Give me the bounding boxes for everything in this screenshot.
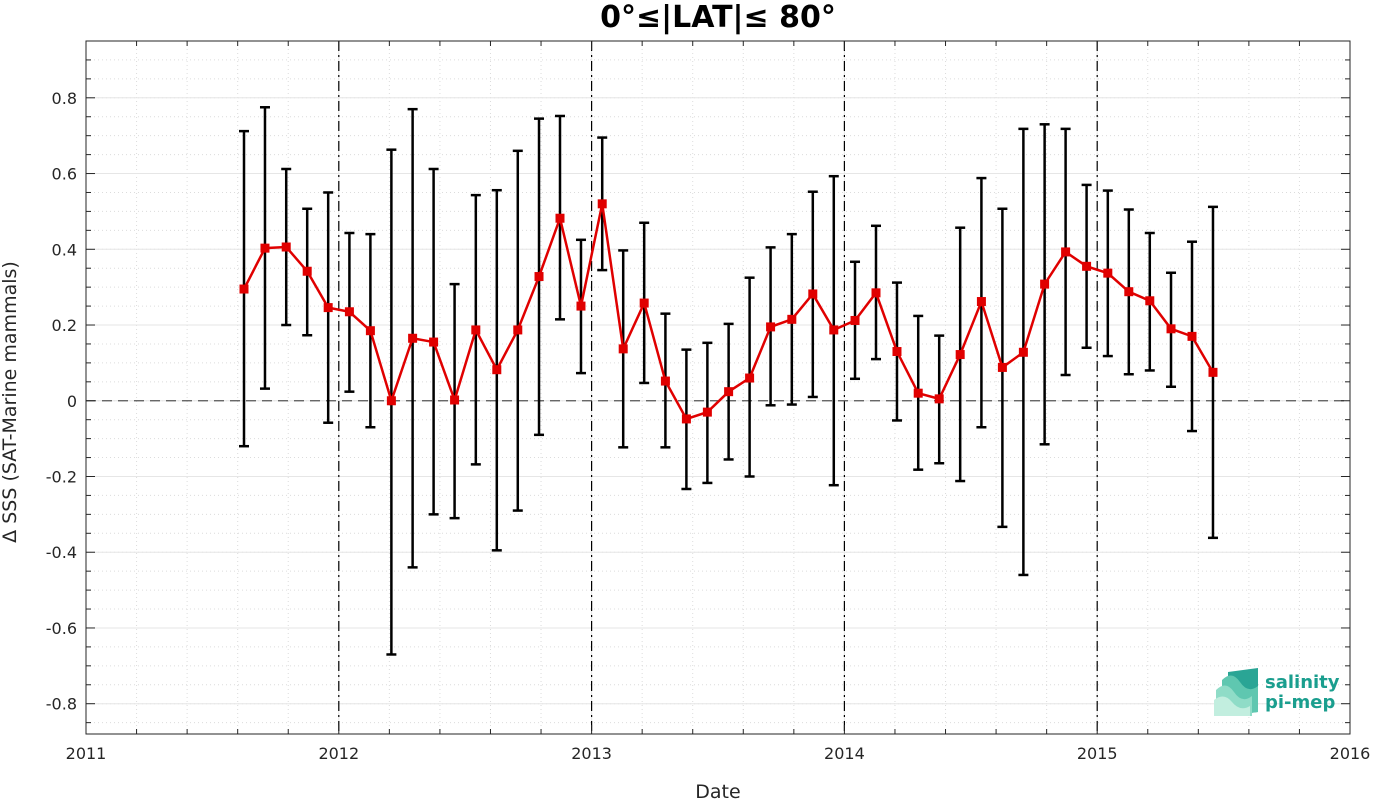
- x-tick-label: 2015: [1077, 744, 1118, 763]
- data-point: [1103, 268, 1113, 278]
- y-axis-label: Δ SSS (SAT-Marine mammals): [0, 261, 21, 543]
- data-point: [492, 365, 502, 375]
- data-point: [471, 325, 481, 335]
- data-point: [955, 350, 965, 360]
- x-tick-label: 2012: [318, 744, 359, 763]
- data-point: [934, 394, 944, 404]
- data-point: [323, 303, 333, 313]
- y-tick-label: -0.8: [46, 695, 77, 714]
- data-point: [534, 272, 544, 282]
- data-point: [787, 314, 797, 324]
- x-tick-label: 2014: [824, 744, 865, 763]
- data-point: [871, 288, 881, 298]
- plot-frame: [85, 40, 1351, 735]
- data-point: [702, 407, 712, 417]
- y-tick-label: 0.6: [52, 165, 77, 184]
- data-point: [913, 388, 923, 398]
- data-point: [239, 284, 249, 294]
- logo-text-salinity: salinity: [1265, 672, 1340, 693]
- data-point: [850, 315, 860, 325]
- x-tick-label: 2016: [1330, 744, 1371, 763]
- data-point: [555, 213, 565, 223]
- data-point: [976, 297, 986, 307]
- data-series: [239, 199, 1218, 424]
- data-point: [1166, 324, 1176, 334]
- data-point: [1145, 296, 1155, 306]
- data-point: [724, 387, 734, 397]
- data-point: [618, 344, 628, 354]
- data-point: [1018, 347, 1028, 357]
- axes-frame: [85, 40, 1351, 735]
- data-point: [450, 395, 460, 405]
- wave-icon: [1214, 668, 1258, 716]
- x-tick-label: 2011: [66, 744, 107, 763]
- y-tick-label: 0.2: [52, 316, 77, 335]
- y-tick-label: 0: [67, 392, 77, 411]
- data-point: [281, 242, 291, 252]
- data-point: [745, 373, 755, 383]
- logo-text-pi-mep: pi-mep: [1265, 692, 1335, 713]
- data-point: [829, 325, 839, 335]
- data-point: [302, 266, 312, 276]
- y-tick-label: -0.4: [46, 543, 77, 562]
- year-boundaries: [338, 41, 1098, 734]
- x-tick-label: 2013: [571, 744, 612, 763]
- y-tick-label: 0.4: [52, 240, 77, 259]
- data-point: [639, 298, 649, 308]
- data-point: [766, 322, 776, 332]
- data-point: [808, 289, 818, 299]
- data-point: [429, 337, 439, 347]
- data-point: [1124, 287, 1134, 297]
- data-point: [513, 325, 523, 335]
- data-point: [1082, 261, 1092, 271]
- data-point: [681, 414, 691, 424]
- data-point: [892, 347, 902, 357]
- data-point: [260, 243, 270, 253]
- chart-title: 0°≤|LAT|≤ 80°: [600, 0, 836, 35]
- data-point: [1208, 367, 1218, 377]
- data-point: [1040, 279, 1050, 289]
- data-point: [576, 301, 586, 311]
- salinity-pi-mep-logo: salinity pi-mep: [1214, 668, 1340, 716]
- data-point: [1187, 331, 1197, 341]
- data-point: [597, 199, 607, 209]
- data-point: [386, 396, 396, 406]
- data-point: [660, 376, 670, 386]
- y-tick-label: -0.6: [46, 619, 77, 638]
- data-point: [344, 307, 354, 317]
- data-point: [997, 362, 1007, 372]
- x-tick-labels: 2011 2012 2013 2014 2015 2016: [66, 744, 1371, 763]
- data-point: [408, 333, 418, 343]
- data-point: [1061, 247, 1071, 257]
- y-tick-label: -0.2: [46, 467, 77, 486]
- grid: [85, 40, 1351, 734]
- y-tick-labels: -0.8 -0.6 -0.4 -0.2 0 0.2 0.4 0.6 0.8: [46, 89, 77, 714]
- x-axis-label: Date: [695, 781, 740, 801]
- data-point: [365, 326, 375, 336]
- y-tick-label: 0.8: [52, 89, 77, 108]
